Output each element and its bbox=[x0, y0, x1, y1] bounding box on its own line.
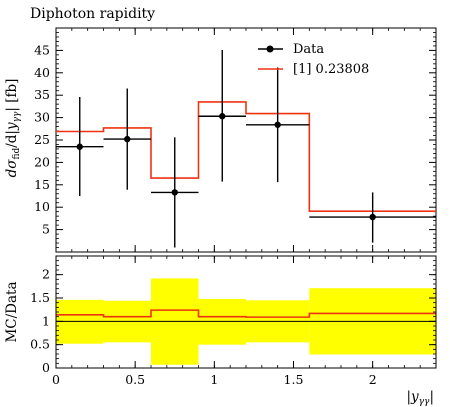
data-point bbox=[219, 113, 226, 120]
main-y-tick-label: 30 bbox=[34, 110, 50, 125]
ratio-y-tick-label: 0.5 bbox=[30, 337, 50, 352]
data-point bbox=[369, 213, 376, 221]
main-y-axis-label: dσfid/d|yγγ| [fb] bbox=[4, 79, 22, 178]
x-tick-label: 1.5 bbox=[284, 372, 304, 387]
chart-title: Diphoton rapidity bbox=[30, 6, 155, 22]
data-point bbox=[124, 135, 131, 143]
data-point bbox=[76, 143, 83, 150]
data-point bbox=[274, 121, 281, 128]
ratio-y-tick-label: 0 bbox=[42, 360, 50, 375]
main-y-tick-label: 10 bbox=[34, 199, 50, 214]
main-y-tick-label: 5 bbox=[42, 222, 50, 237]
ratio-y-tick-label: 1.5 bbox=[30, 290, 50, 305]
ratio-y-tick-label: 2 bbox=[42, 267, 50, 282]
ratio-y-axis-label: MC/Data bbox=[4, 281, 20, 342]
legend-mc-label: [1] 0.23808 bbox=[293, 62, 369, 77]
main-panel: 5 10 15 20 25 30 35 40 45 bbox=[34, 27, 437, 253]
main-y-tick-label: 45 bbox=[34, 42, 50, 57]
main-y-tick-label: 40 bbox=[34, 65, 50, 80]
main-y-tick-label: 20 bbox=[34, 154, 50, 169]
main-y-tick-label: 35 bbox=[34, 87, 50, 102]
ratio-mc-step-line bbox=[56, 309, 436, 318]
x-tick-label: 0 bbox=[52, 372, 60, 387]
legend-data-label: Data bbox=[293, 42, 324, 57]
x-tick-label: 1 bbox=[210, 372, 218, 387]
legend: Data [1] 0.23808 bbox=[258, 42, 369, 77]
main-y-tick-label: 25 bbox=[34, 132, 50, 147]
x-axis-label: |yγγ| bbox=[406, 389, 434, 407]
x-tick-label: 0.5 bbox=[125, 372, 145, 387]
ratio-y-tick-label: 1 bbox=[42, 313, 50, 328]
legend-data-marker bbox=[266, 45, 274, 53]
ratio-panel: 0 0.5 1 1.5 2 0 0.5 1 1.5 2 bbox=[30, 255, 437, 387]
main-panel-frame bbox=[55, 27, 437, 253]
data-point bbox=[171, 189, 178, 196]
main-y-tick-label: 15 bbox=[34, 177, 50, 192]
mc-step-histogram bbox=[56, 101, 436, 213]
x-tick-label: 2 bbox=[369, 372, 377, 387]
